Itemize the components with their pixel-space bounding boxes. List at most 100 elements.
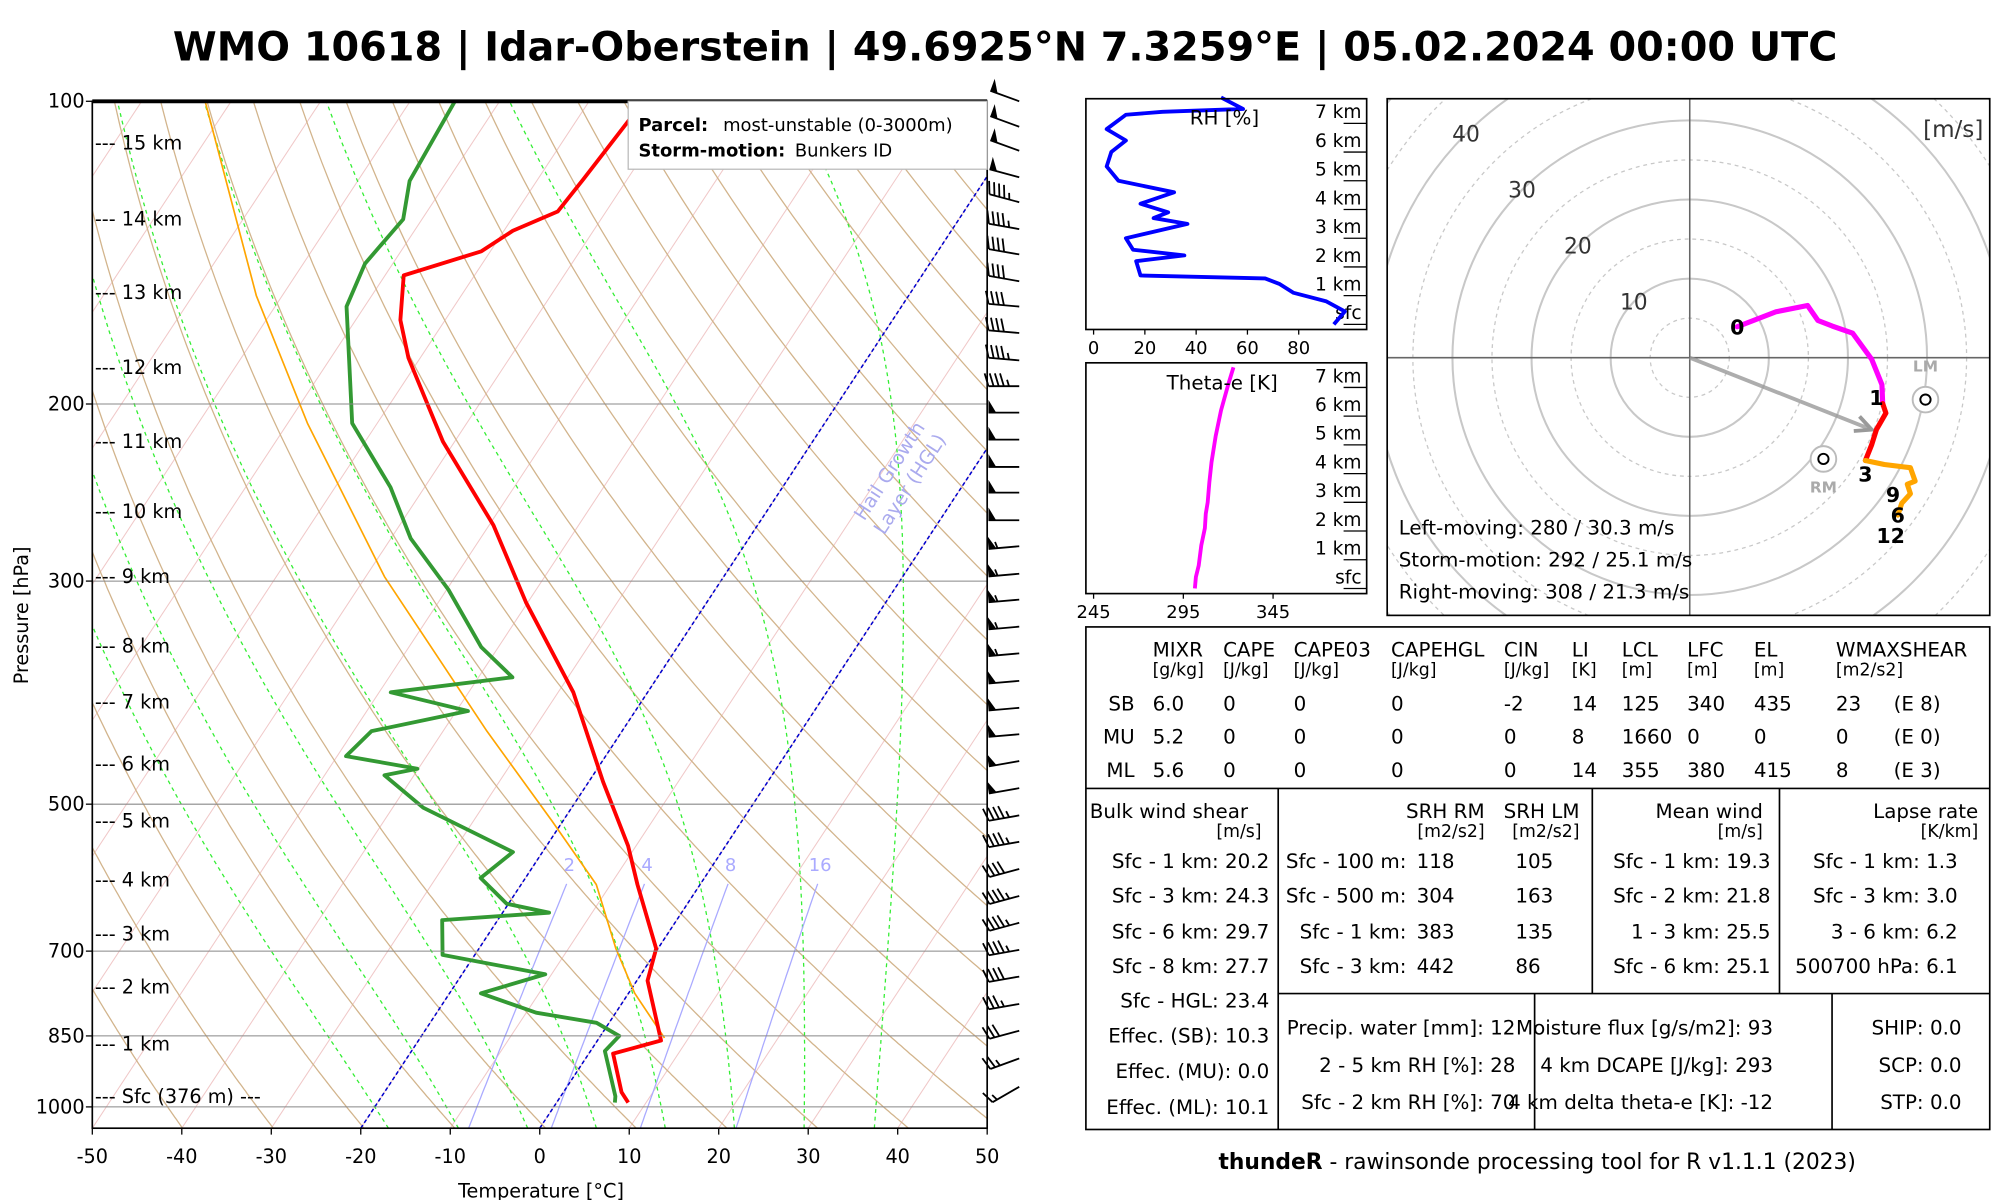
wind-barb-pennant	[987, 643, 997, 657]
srh-rm-value: 383	[1417, 920, 1455, 943]
wind-barb	[981, 914, 1020, 932]
isotherm-line	[92, 101, 322, 450]
hodograph-frame	[1386, 97, 1991, 617]
row-label: 3 - 6 km:	[1831, 920, 1920, 943]
height-tick-label: 4 km	[1315, 188, 1362, 209]
wind-barb-half	[1000, 1000, 1005, 1008]
ring-label: 30	[1508, 179, 1536, 204]
lapse-rate-row: Sfc - 1 km: 1.3	[1813, 850, 1958, 873]
wind-barb	[982, 995, 1020, 1011]
legend-parcel-label: Parcel:	[638, 115, 708, 136]
wind-barb-full	[988, 373, 995, 387]
wind-barb-full	[992, 995, 1000, 1008]
rh-frame	[1085, 97, 1368, 331]
wind-barb-full	[982, 808, 990, 822]
row-value: 28	[1490, 1054, 1515, 1077]
right-mover-marker	[1809, 445, 1838, 473]
bulk-shear-row: Sfc - 8 km: 27.7	[1112, 955, 1269, 978]
height-label: --- 10 km	[95, 500, 182, 523]
dry-adiabat-line	[113, 101, 728, 1129]
moist-adiabat-line	[508, 101, 806, 1129]
wind-barb	[988, 399, 1020, 414]
mixing-ratio-label: 2	[564, 855, 575, 876]
row-value: 93	[1748, 1017, 1773, 1040]
height-tick-label: 7 km	[1315, 366, 1362, 387]
moist-adiabat-line	[325, 101, 736, 1129]
wind-barb	[986, 780, 1020, 795]
theta-e-plot: sfc 1 km 2 km 3 km 4 km 5 km 6 km 7 km 245 295 345	[1076, 366, 1367, 623]
column-header-cin: CIN	[1504, 638, 1539, 661]
dewpoint-line	[344, 101, 622, 1103]
wind-barb-full	[990, 344, 995, 359]
row-value: 25.5	[1726, 920, 1770, 943]
dry-adiabat-line	[160, 101, 819, 1129]
wind-barb-pennant	[987, 563, 997, 577]
skew-t-background-lines: 2 4 8 16	[92, 101, 988, 1129]
row-label: Precip. water [mm]:	[1287, 1017, 1484, 1040]
table-cell: 0	[1504, 759, 1517, 782]
height-tick-label: 6 km	[1315, 395, 1362, 416]
height-label: --- 3 km	[95, 922, 170, 945]
table-cell: 5.2	[1153, 726, 1185, 749]
wind-barb-full	[991, 889, 1001, 902]
wind-barb-staff	[988, 679, 1020, 685]
bulk-shear-unit: [m/s]	[1216, 822, 1261, 842]
column-unit: [m]	[1622, 661, 1652, 681]
table-cell: 340	[1687, 692, 1725, 715]
composite-row: STP: 0.0	[1880, 1091, 1961, 1114]
moisture-row: Precip. water [mm]: 12	[1287, 1017, 1516, 1040]
wind-barb-pennant	[987, 536, 997, 549]
height-tick-label: 2 km	[1315, 246, 1362, 267]
wind-barb	[984, 317, 1020, 334]
legend-parcel-value: most-unstable (0-3000m)	[723, 115, 953, 136]
wind-barb-full	[994, 373, 1000, 387]
wind-barb-full	[987, 968, 995, 982]
wind-barb	[990, 104, 1020, 128]
lapse-rate-title: Lapse rate	[1873, 800, 1978, 823]
lapse-rate-row: 500700 hPa: 6.1	[1795, 955, 1958, 978]
wind-barb-staff	[989, 1029, 1020, 1040]
row-value: 25.1	[1726, 955, 1770, 978]
table-frame	[1085, 626, 1991, 1131]
column-header-lfc: LFC	[1687, 638, 1723, 661]
table-cell: (E 0)	[1894, 726, 1941, 749]
dry-adiabat-line	[345, 101, 988, 977]
height-label: --- 12 km	[95, 356, 182, 379]
table-cell: 6.0	[1153, 692, 1185, 715]
y-tick-label: 100	[48, 90, 85, 113]
wind-barb	[988, 479, 1020, 494]
row-label: Sfc - 1 km:	[1613, 850, 1720, 873]
wind-barb-full	[984, 290, 990, 305]
wind-barb-full	[981, 1026, 991, 1040]
height-tick-label: 5 km	[1315, 424, 1362, 445]
wind-barb	[987, 536, 1020, 550]
column-unit: [m]	[1687, 661, 1717, 681]
wind-barb-full	[982, 1092, 994, 1103]
column-header-lcl: LCL	[1622, 638, 1658, 661]
wind-barb-full	[984, 317, 990, 331]
mean-wind-unit: [m/s]	[1718, 822, 1763, 842]
wind-barb-full	[995, 345, 1000, 359]
x-tick-label: 0	[1088, 338, 1099, 359]
wind-barb	[987, 589, 1020, 604]
footer: thundeR - rawinsonde processing tool for…	[1218, 1150, 1855, 1175]
dry-adiabat-line	[92, 987, 184, 1129]
wind-barb-full	[992, 967, 1000, 981]
row-label-sb: SB	[1108, 692, 1134, 715]
wind-barb-full	[981, 1057, 992, 1070]
bulk-shear-row: Effec. (MU): 0.0	[1115, 1060, 1269, 1083]
row-label: Sfc - 2 km RH [%]:	[1301, 1091, 1484, 1114]
dry-adiabat-line	[391, 101, 988, 907]
wind-barb-full	[986, 890, 996, 904]
wind-barb-staff	[988, 733, 1020, 738]
legend-box	[627, 100, 988, 170]
mixing-ratio-label: 4	[641, 855, 652, 876]
isotherm-line	[628, 583, 988, 1129]
table-cell: 0	[1687, 726, 1700, 749]
isotherm-line	[92, 101, 411, 586]
dry-adiabat-line	[299, 101, 988, 1047]
storm-motion-arrowhead	[1853, 415, 1876, 433]
bulk-shear-row: Sfc - 1 km: 20.2	[1112, 850, 1269, 873]
